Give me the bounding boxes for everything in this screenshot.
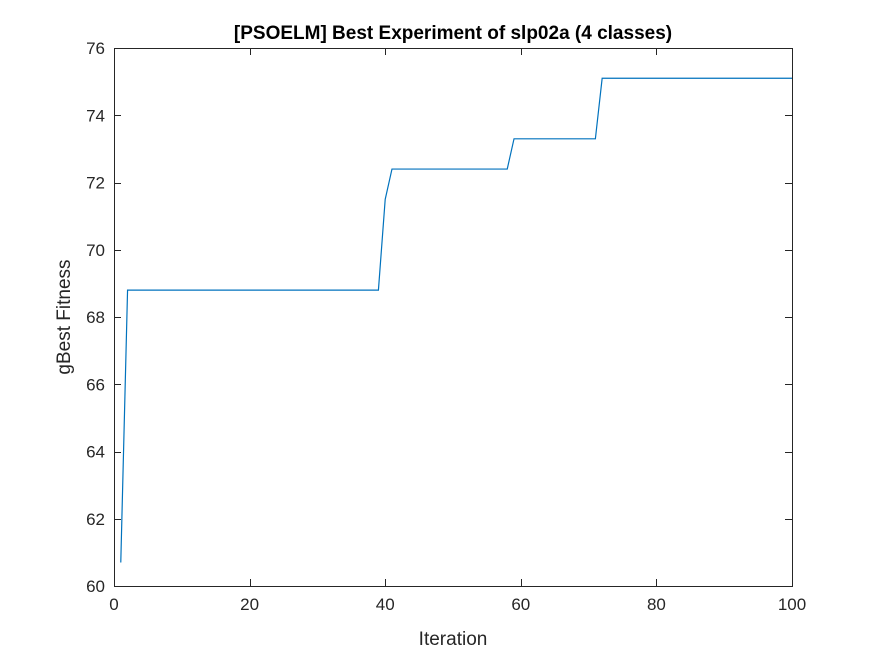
plot-area xyxy=(114,48,792,586)
series-layer xyxy=(120,77,792,563)
y-tick-label: 72 xyxy=(86,174,105,193)
x-tick-label: 100 xyxy=(778,595,806,614)
x-tick-label: 80 xyxy=(647,595,666,614)
y-axis: 60 62 64 66 68 70 72 74 76 xyxy=(86,39,792,596)
x-tick-label: 60 xyxy=(511,595,530,614)
y-tick-label: 70 xyxy=(86,241,105,260)
x-axis-label: Iteration xyxy=(419,629,488,650)
y-tick-label: 68 xyxy=(86,308,105,327)
y-tick-label: 66 xyxy=(86,375,105,394)
x-tick-label: 40 xyxy=(376,595,395,614)
x-tick-label: 0 xyxy=(109,595,118,614)
y-tick-label: 64 xyxy=(86,443,105,462)
y-tick-label: 74 xyxy=(86,106,105,125)
y-tick-label: 62 xyxy=(86,510,105,529)
y-tick-label: 60 xyxy=(86,577,105,596)
y-axis-label: gBest Fitness xyxy=(54,259,75,374)
x-axis: 0 20 40 60 80 100 xyxy=(109,48,806,614)
x-tick-label: 20 xyxy=(240,595,259,614)
y-tick-label: 76 xyxy=(86,39,105,58)
series-line-1 xyxy=(120,77,792,563)
chart-title: [PSOELM] Best Experiment of slp02a (4 cl… xyxy=(234,23,672,44)
